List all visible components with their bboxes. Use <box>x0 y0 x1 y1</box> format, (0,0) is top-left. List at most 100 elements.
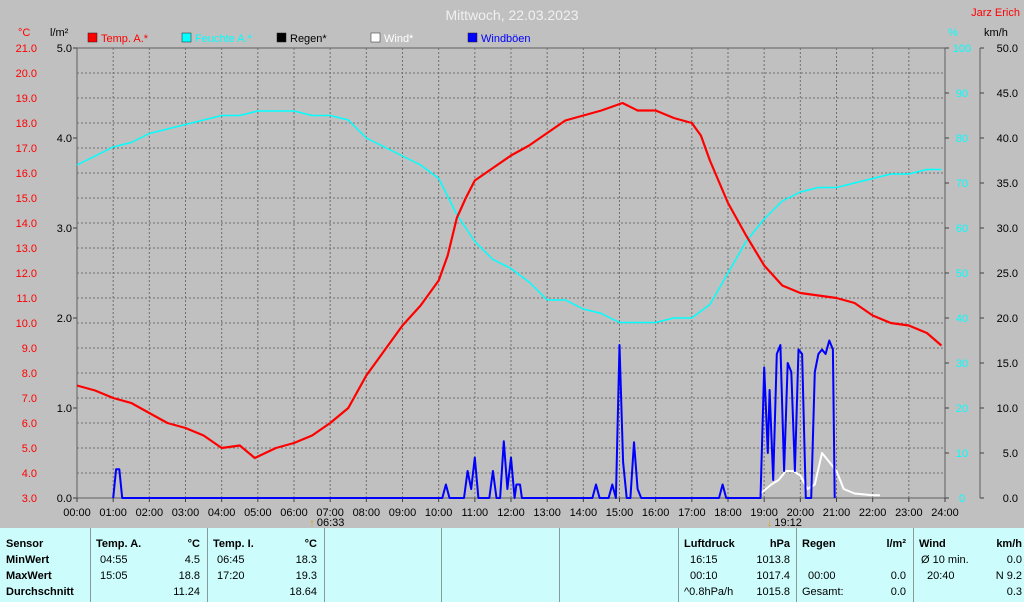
humidity-tick-label: 80 <box>956 133 968 145</box>
x-tick-label: 06:00 <box>280 507 308 519</box>
temp-i-unit: °C <box>304 538 317 550</box>
wind-tick-label: 45.0 <box>997 88 1018 100</box>
humidity-tick-label: 100 <box>953 43 971 55</box>
wind-tick-label: 30.0 <box>997 223 1018 235</box>
temp-i-max-time: 17:20 <box>217 570 245 582</box>
rain-tick-label: 5.0 <box>57 43 72 55</box>
series-line <box>759 452 880 497</box>
wind-max-time: 20:40 <box>927 570 955 582</box>
temp-tick-label: 18.0 <box>16 118 37 130</box>
temp-i-min: 18.3 <box>295 554 317 566</box>
chart-title: Mittwoch, 22.03.2023 <box>445 7 578 23</box>
temp-unit-label: °C <box>18 27 30 39</box>
x-tick-label: 12:00 <box>497 507 525 519</box>
wind-unit-label: km/h <box>984 27 1008 39</box>
regen-header: Regen <box>802 538 836 550</box>
temp-tick-label: 21.0 <box>16 43 37 55</box>
regen-unit: l/m² <box>886 538 906 550</box>
weather-chart: Mittwoch, 22.03.2023 Jarz Erich °C l/m² … <box>15 7 1020 528</box>
humidity-tick-label: 0 <box>959 493 965 505</box>
wind-tick-label: 50.0 <box>997 43 1018 55</box>
luftdruck-header: Luftdruck <box>684 538 735 550</box>
temp-a-header: Temp. A. <box>96 538 142 550</box>
luftdruck-min-time: 16:15 <box>690 554 718 566</box>
regen-total: 0.0 <box>890 586 906 598</box>
x-tick-label: 05:00 <box>244 507 272 519</box>
luftdruck-max-time: 00:10 <box>690 570 718 582</box>
chart-legend: Temp. A.* Feuchte A.* Regen* Wind* Windböen <box>87 32 531 45</box>
rain-tick-label: 1.0 <box>57 403 72 415</box>
x-tick-label: 00:00 <box>63 507 91 519</box>
x-tick-label: 02:00 <box>136 507 164 519</box>
temp-tick-label: 20.0 <box>16 68 37 80</box>
minwert-label: MinWert <box>6 554 50 566</box>
wind-max: N 9.2 <box>995 570 1022 582</box>
rain-tick-label: 2.0 <box>57 313 72 325</box>
temp-a-max-time: 15:05 <box>100 570 128 582</box>
temp-tick-label: 6.0 <box>22 418 37 430</box>
temp-tick-label: 12.0 <box>16 268 37 280</box>
luftdruck-avg: 1015.8 <box>756 586 790 598</box>
x-tick-label: 13:00 <box>533 507 561 519</box>
x-tick-label: 07:00 <box>316 507 344 519</box>
wind-tick-label: 20.0 <box>997 313 1018 325</box>
temp-tick-label: 5.0 <box>22 443 37 455</box>
x-tick-label: 21:00 <box>823 507 851 519</box>
humidity-tick-label: 90 <box>956 88 968 100</box>
x-tick-label: 20:00 <box>787 507 815 519</box>
rain-tick-label: 0.0 <box>57 493 72 505</box>
wind-tick-label: 15.0 <box>997 358 1018 370</box>
x-tick-label: 04:00 <box>208 507 236 519</box>
wind-tick-label: 10.0 <box>997 403 1018 415</box>
sunrise-label: 06:33 <box>317 517 345 528</box>
humidity-tick-label: 30 <box>956 358 968 370</box>
legend-swatch <box>467 32 478 43</box>
luftdruck-unit: hPa <box>769 538 790 550</box>
temp-tick-label: 11.0 <box>16 293 37 305</box>
temp-tick-label: 16.0 <box>16 168 37 180</box>
rain-tick-label: 3.0 <box>57 223 72 235</box>
regen-max: 0.0 <box>890 570 906 582</box>
temp-tick-label: 10.0 <box>16 318 37 330</box>
x-tick-label: 11:00 <box>461 507 488 519</box>
temp-tick-label: 15.0 <box>16 193 37 205</box>
legend-swatch <box>87 32 98 43</box>
temp-a-max: 18.8 <box>178 570 200 582</box>
durchschnitt-label: Durchschnitt <box>6 586 74 598</box>
wind-avg: 0.0 <box>1006 554 1022 566</box>
legend-label: Wind* <box>384 33 414 45</box>
regen-max-time: 00:00 <box>808 570 836 582</box>
wind-header: Wind <box>919 538 946 550</box>
temp-tick-label: 17.0 <box>16 143 37 155</box>
temp-tick-label: 8.0 <box>22 368 37 380</box>
x-tick-label: 15:00 <box>606 507 634 519</box>
series-line <box>112 339 836 499</box>
temp-tick-label: 3.0 <box>22 493 37 505</box>
x-tick-label: 19:00 <box>750 507 778 519</box>
legend-swatch <box>181 32 192 43</box>
legend-label: Windböen <box>481 33 531 45</box>
temp-i-max: 19.3 <box>295 570 317 582</box>
legend-swatch <box>370 32 381 43</box>
series-line <box>76 110 942 324</box>
chart-axes: 00:00 01:00 02:00 03:00 04:00 05:00 06:00 07:00… <box>16 43 1018 519</box>
humidity-tick-label: 50 <box>956 268 968 280</box>
legend-label: Regen* <box>290 33 327 45</box>
luftdruck-max: 1017.4 <box>756 570 790 582</box>
wind-avg-label: Ø 10 min. <box>921 554 969 566</box>
temp-i-avg: 18.64 <box>289 586 317 598</box>
humidity-tick-label: 20 <box>956 403 968 415</box>
humidity-tick-label: 60 <box>956 223 968 235</box>
x-tick-label: 18:00 <box>714 507 742 519</box>
x-tick-label: 14:00 <box>570 507 598 519</box>
statistics-panel: Sensor MinWert MaxWert Durchschnitt Temp… <box>0 528 1024 602</box>
legend-label: Feuchte A.* <box>195 33 253 45</box>
wind-tick-label: 5.0 <box>1003 448 1018 460</box>
author-label: Jarz Erich <box>971 7 1020 19</box>
series-line <box>76 101 943 460</box>
temp-a-min: 4.5 <box>184 554 200 566</box>
x-tick-label: 01:00 <box>99 507 127 519</box>
temp-i-min-time: 06:45 <box>217 554 245 566</box>
wind-tick-label: 25.0 <box>997 268 1018 280</box>
temp-tick-label: 7.0 <box>22 393 37 405</box>
